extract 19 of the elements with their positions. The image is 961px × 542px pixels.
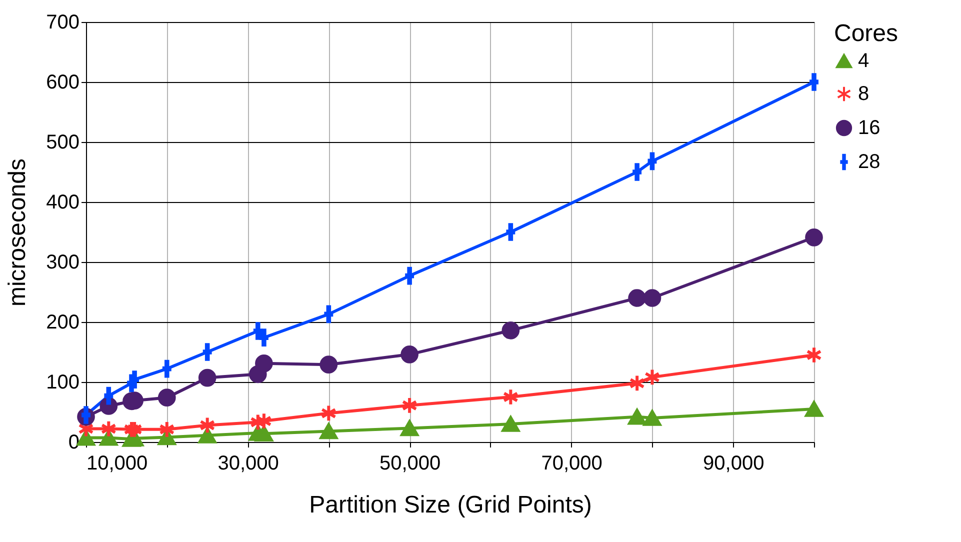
y-tick-label: 700 (46, 12, 80, 34)
legend-label: 8 (858, 83, 870, 105)
x-axis-title: Partition Size (Grid Points) (309, 492, 592, 518)
y-tick-label: 500 (46, 132, 80, 154)
legend-title: Cores (834, 20, 898, 47)
x-tick-label: 70,000 (541, 452, 602, 474)
y-tick-label: 100 (46, 372, 80, 394)
y-tick-label: 400 (46, 192, 80, 214)
legend-label: 16 (858, 117, 880, 139)
x-tick-label: 50,000 (379, 452, 441, 474)
legend-label: 4 (858, 50, 870, 72)
x-tick-label: 90,000 (703, 452, 764, 474)
legend-label: 28 (858, 151, 880, 173)
y-axis-title: microseconds (4, 158, 32, 307)
y-tick-label: 300 (46, 252, 80, 274)
y-tick-label: 600 (46, 72, 80, 94)
x-tick-label: 10,000 (86, 452, 148, 474)
y-tick-label: 200 (46, 312, 80, 334)
x-tick-label: 30,000 (218, 452, 279, 474)
